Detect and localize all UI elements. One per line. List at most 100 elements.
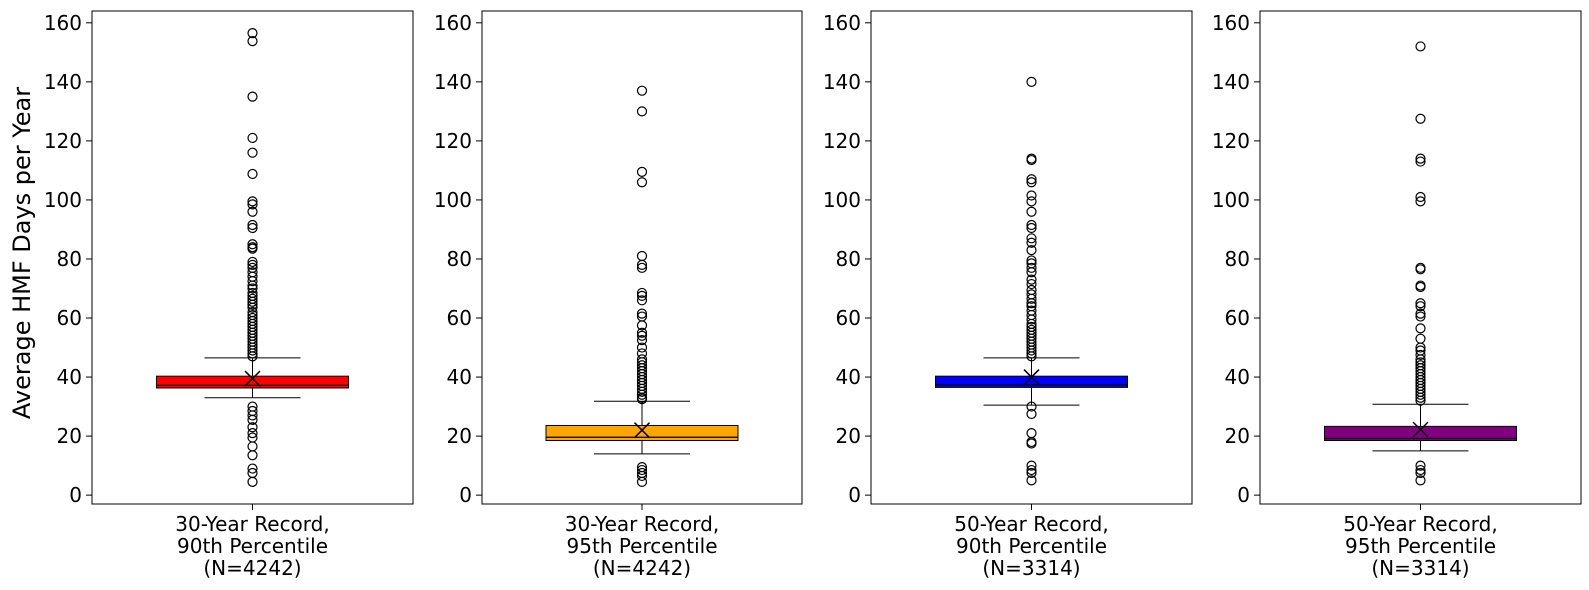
outlier-point <box>1026 255 1037 266</box>
outlier-point <box>636 394 648 405</box>
y-tick-label: 20 <box>57 424 82 448</box>
panel-2: 0 20 40 60 80 100 120 140 160 30-Year Record, 95th… <box>434 10 803 580</box>
y-tick-label: 40 <box>836 365 861 389</box>
outlier-point <box>636 389 648 400</box>
outlier-point <box>1415 323 1426 334</box>
outlier-point <box>247 132 258 144</box>
outlier-point <box>247 422 258 433</box>
outlier-point <box>1026 237 1037 248</box>
mean-marker-stroke <box>1412 421 1429 438</box>
outlier-point <box>1026 262 1037 273</box>
outlier-point <box>247 441 258 452</box>
y-tick-label: 60 <box>1225 306 1250 330</box>
y-tick-label: 140 <box>823 70 861 94</box>
box <box>1324 425 1517 442</box>
outlier-point <box>1415 264 1426 275</box>
y-tick-label: 140 <box>434 70 472 94</box>
outlier-point <box>247 256 258 268</box>
category-label-line: (N=3314) <box>982 556 1080 580</box>
y-tick-label: 100 <box>44 188 82 212</box>
category-label-line: (N=4242) <box>203 556 301 580</box>
mean-marker-stroke <box>244 370 261 387</box>
y-tick-label: 0 <box>459 483 472 507</box>
outlier-point <box>247 28 258 39</box>
outlier-point <box>247 168 258 180</box>
outlier-point <box>247 348 258 359</box>
y-tick-label: 20 <box>447 424 472 448</box>
category-label-line: 50-Year Record, <box>1343 512 1497 536</box>
outlier-point <box>247 36 258 47</box>
outlier-point <box>1415 389 1426 400</box>
outlier-point <box>636 85 648 96</box>
outlier-point <box>1026 314 1037 325</box>
category-label-line: (N=3314) <box>1371 556 1469 580</box>
y-tick-label: 160 <box>44 11 82 35</box>
outlier-point <box>1026 274 1037 285</box>
y-tick-label: 80 <box>447 247 472 271</box>
y-tick-label: 20 <box>1225 424 1250 448</box>
y-tick-label: 60 <box>447 306 472 330</box>
outlier-point <box>1415 467 1426 479</box>
outlier-point <box>247 276 258 287</box>
outlier-point <box>1026 464 1037 476</box>
outlier-point <box>636 262 648 273</box>
y-tick-label: 120 <box>823 129 861 153</box>
box <box>156 375 349 389</box>
outlier-point <box>636 342 648 353</box>
outlier-point <box>1415 281 1426 293</box>
mean-marker <box>244 370 261 387</box>
outlier-point <box>636 320 648 331</box>
outlier-point <box>636 470 648 482</box>
outlier-point <box>636 295 648 306</box>
outlier-point <box>247 302 258 313</box>
outlier-point <box>1026 219 1037 231</box>
outlier-point <box>247 351 258 362</box>
outlier-point <box>1415 333 1426 344</box>
category-label-line: 30-Year Record, <box>175 512 329 536</box>
y-tick-label: 100 <box>1212 188 1250 212</box>
outlier-point <box>247 296 258 307</box>
outlier-point <box>636 250 648 262</box>
outlier-point <box>247 219 258 231</box>
outlier-point <box>247 476 258 487</box>
outlier-point <box>636 476 648 487</box>
outlier-point <box>1415 460 1426 471</box>
panel-1: 0 20 40 60 80 100 120 140 160 30-Year Record, 90th… <box>44 10 414 580</box>
mean-marker <box>633 422 651 439</box>
outlier-point <box>1415 342 1426 353</box>
outlier-point <box>1026 190 1037 201</box>
y-tick-label: 40 <box>447 365 472 389</box>
outlier-point <box>1026 348 1037 359</box>
outlier-point <box>1026 206 1037 217</box>
category-label-line: 95th Percentile <box>567 534 718 558</box>
outlier-point <box>1415 196 1426 207</box>
outlier-point <box>1026 408 1037 420</box>
outlier-point <box>247 280 258 291</box>
outlier-point <box>1026 245 1037 256</box>
category-label: 50-Year Record, 90th Percentile (N=3314) <box>954 512 1108 580</box>
outlier-point <box>1415 308 1426 319</box>
outlier-point <box>247 463 258 474</box>
y-tick-label: 0 <box>1237 483 1250 507</box>
outlier-point <box>247 414 258 425</box>
outlier-point <box>247 450 258 461</box>
outlier-point <box>1026 351 1037 362</box>
outlier-point <box>1415 153 1426 164</box>
y-tick-label: 40 <box>1225 365 1250 389</box>
outlier-point <box>1026 401 1037 412</box>
outlier-point <box>247 239 258 250</box>
outlier-point <box>1026 76 1037 87</box>
y-tick-label: 140 <box>1212 70 1250 94</box>
outlier-point <box>1415 301 1426 312</box>
category-label-line: (N=4242) <box>593 556 691 580</box>
y-tick-label: 120 <box>1212 129 1250 153</box>
outlier-point <box>1026 428 1037 439</box>
outlier-point <box>247 196 258 207</box>
outlier-point <box>247 283 258 294</box>
outlier-point <box>247 147 258 158</box>
outlier-point <box>1026 278 1037 290</box>
y-tick-label: 120 <box>44 129 82 153</box>
outlier-point <box>636 106 648 117</box>
outlier-point <box>1415 41 1426 52</box>
